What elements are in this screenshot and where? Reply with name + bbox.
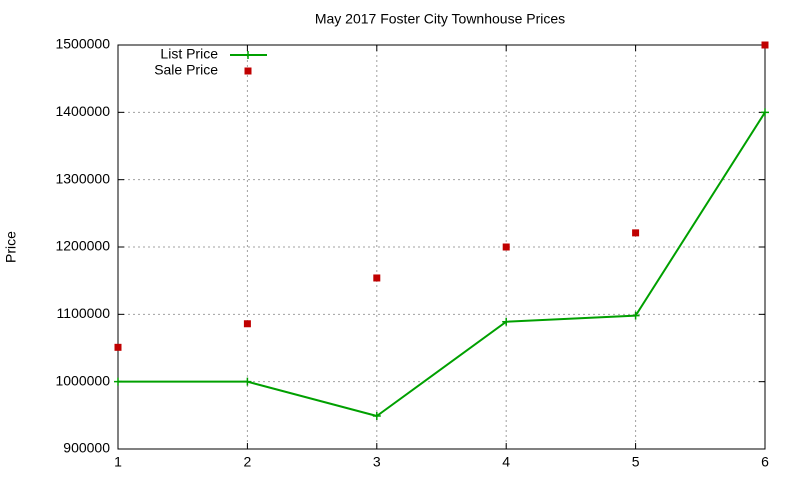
x-tick-label: 5	[632, 454, 640, 470]
point-marker	[632, 229, 640, 237]
point-marker	[114, 343, 122, 351]
point-marker	[243, 377, 252, 386]
point-marker	[243, 320, 251, 328]
x-tick-label: 1	[114, 454, 122, 470]
legend-label: List Price	[160, 46, 218, 62]
y-tick-label: 1200000	[55, 238, 110, 254]
y-tick-label: 1400000	[55, 103, 110, 119]
y-tick-label: 1100000	[57, 305, 111, 321]
legend-marker	[244, 67, 252, 75]
y-tick-label: 1300000	[55, 170, 110, 186]
x-tick-label: 3	[373, 454, 381, 470]
point-marker	[114, 377, 122, 386]
y-tick-label: 1000000	[55, 372, 110, 388]
x-tick-label: 2	[244, 454, 252, 470]
x-tick-label: 6	[761, 454, 769, 470]
y-tick-label: 1500000	[55, 36, 110, 52]
chart-title: May 2017 Foster City Townhouse Prices	[315, 11, 565, 27]
point-marker	[372, 412, 381, 421]
plot-border	[117, 44, 766, 450]
series-line	[118, 111, 766, 418]
point-marker	[631, 311, 640, 320]
point-marker	[761, 108, 769, 117]
legend-label: Sale Price	[154, 62, 218, 78]
point-marker	[761, 41, 769, 49]
y-tick-label: 900000	[63, 440, 110, 456]
y-axis-label: Price	[3, 231, 19, 263]
point-marker	[373, 274, 381, 282]
point-marker	[502, 243, 510, 251]
x-tick-label: 4	[502, 454, 510, 470]
legend-marker	[244, 51, 252, 59]
point-marker	[502, 317, 511, 326]
